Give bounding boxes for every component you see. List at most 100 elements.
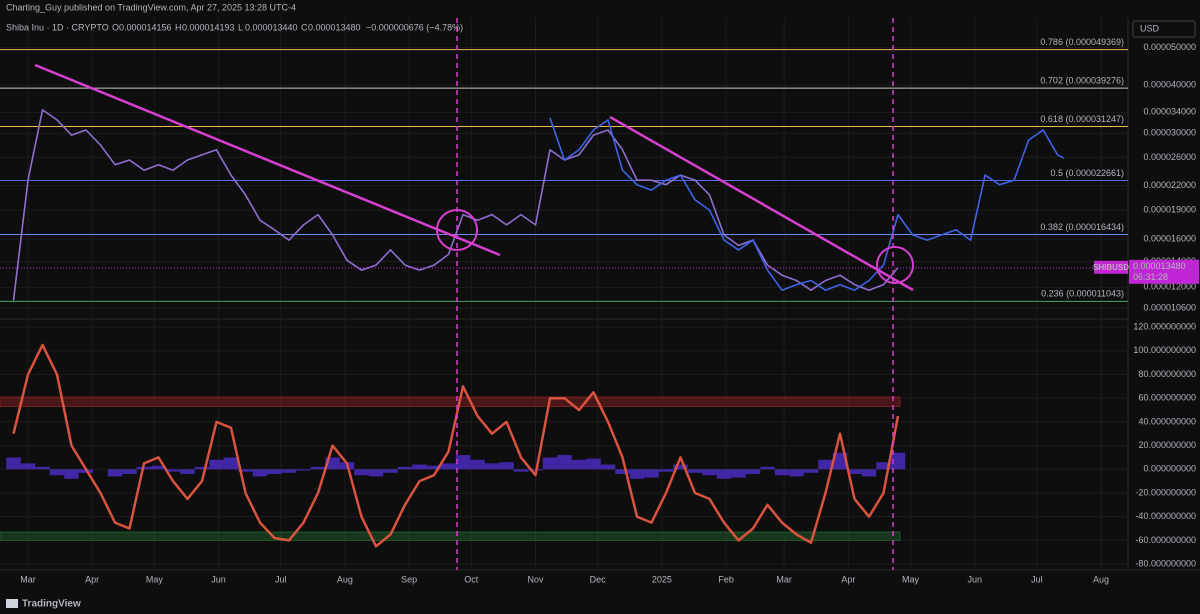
histogram-bar xyxy=(383,469,398,473)
x-tick-label: 2025 xyxy=(652,574,672,584)
histogram-bar xyxy=(876,462,891,470)
x-tick-label: Aug xyxy=(1093,574,1109,584)
grid xyxy=(0,18,1128,570)
histogram-bar xyxy=(658,469,674,472)
symbol-tag-text: SHIBUSD xyxy=(1093,263,1129,272)
histogram-bar xyxy=(542,457,558,470)
ohlc-value: 0.000013440 xyxy=(245,22,298,32)
histogram-bar xyxy=(760,466,775,470)
histogram-bar xyxy=(354,469,369,476)
y-tick-label: 0.000030000 xyxy=(1143,128,1196,138)
histogram-bar xyxy=(629,469,645,479)
histogram-bar xyxy=(861,469,877,477)
y-tick-label: 0.000019000 xyxy=(1143,205,1196,215)
y-tick-label: 0.000026000 xyxy=(1143,152,1196,162)
histogram-bar xyxy=(64,469,79,479)
symbol-tag xyxy=(1094,260,1128,274)
plot xyxy=(0,49,1128,548)
histogram-bar xyxy=(745,469,761,475)
histogram-bar xyxy=(484,463,500,470)
histogram-bar xyxy=(673,464,688,470)
histogram-bar xyxy=(49,469,65,476)
change: −0.000000676 (−4.78%) xyxy=(366,22,463,32)
histogram-bar xyxy=(397,466,413,470)
histogram-bar xyxy=(107,469,123,477)
histogram-bar xyxy=(238,469,253,472)
fib-label: 0.382 (0.000016434) xyxy=(1040,222,1124,232)
y-tick-label: -60.000000000 xyxy=(1135,535,1196,545)
x-tick-label: Feb xyxy=(718,574,734,584)
histogram-bar xyxy=(774,469,790,476)
histogram-bar xyxy=(890,452,906,470)
trendline xyxy=(609,115,914,292)
histogram-bar xyxy=(20,463,36,470)
histogram-bar xyxy=(586,458,601,470)
symbol: Shiba Inu · 1D · CRYPTO xyxy=(6,22,109,32)
histogram-bar xyxy=(281,469,297,473)
ohlc-value: 0.000013480 xyxy=(308,22,361,32)
histogram-bar xyxy=(702,469,717,476)
histogram-bar xyxy=(325,457,340,470)
histogram-bar xyxy=(571,459,587,470)
currency-button[interactable] xyxy=(1132,20,1196,38)
y-tick-label: 20.000000000 xyxy=(1138,440,1196,450)
histogram-bar xyxy=(499,462,514,470)
x-tick-label: Mar xyxy=(20,574,36,584)
y-tick-label: -80.000000000 xyxy=(1135,558,1196,568)
histogram-bar xyxy=(441,463,456,470)
y-tick-label: 0.000040000 xyxy=(1143,79,1196,89)
ohlc-key: C xyxy=(301,22,308,32)
histogram-bar xyxy=(731,469,746,478)
fib-label: 0.702 (0.000039276) xyxy=(1040,75,1124,85)
histogram-bar xyxy=(470,459,485,470)
price-tag-countdown: 06:31:28 xyxy=(1133,272,1168,282)
ohlc-value: 0.000014156 xyxy=(119,22,172,32)
x-tick-label: Jun xyxy=(967,574,982,584)
histogram-bar xyxy=(122,469,137,475)
x-tick-label: Nov xyxy=(528,574,545,584)
x-tick-label: Jun xyxy=(211,574,226,584)
fib-label: 0.236 (0.000011043) xyxy=(1041,289,1124,299)
histogram-bar xyxy=(818,459,833,470)
histogram-bar xyxy=(151,465,166,470)
y-tick-label: 0.000034000 xyxy=(1143,107,1196,117)
histogram-bar xyxy=(426,465,442,470)
trendline xyxy=(34,63,501,257)
y-tick-label: 100.000000000 xyxy=(1133,345,1196,355)
y-tick-label: 0.000000000 xyxy=(1143,464,1196,474)
histogram-bar xyxy=(252,469,268,477)
histogram-bar xyxy=(557,455,572,470)
x-tick-label: Apr xyxy=(85,574,99,584)
histogram-bar xyxy=(6,457,21,470)
publisher: Charting_Guy published on TradingView.co… xyxy=(6,2,296,12)
price-tag xyxy=(1129,259,1199,284)
fib-label: 0.5 (0.000022661) xyxy=(1050,168,1124,178)
histogram-bar xyxy=(615,469,630,475)
histogram-bar xyxy=(716,469,732,479)
histogram-bar xyxy=(600,464,616,470)
histogram-bar xyxy=(267,469,282,475)
histogram-bar xyxy=(165,469,181,472)
histogram-bar xyxy=(223,457,239,470)
currency[interactable]: USD xyxy=(1140,23,1160,33)
fib-label: 0.786 (0.000049369) xyxy=(1040,37,1124,47)
x-tick-label: May xyxy=(902,574,920,584)
y-tick-label: 0.000022000 xyxy=(1143,180,1196,190)
y-tick-label: -20.000000000 xyxy=(1135,487,1196,497)
histogram-bar xyxy=(847,469,862,475)
histogram-bar xyxy=(194,466,210,470)
y-tick-label: 40.000000000 xyxy=(1138,416,1196,426)
y-tick-label: 0.000010600 xyxy=(1143,303,1196,313)
x-tick-label: Sep xyxy=(401,574,417,584)
histogram-bar xyxy=(832,452,848,470)
x-tick-label: May xyxy=(146,574,164,584)
x-tick-label: Jul xyxy=(275,574,287,584)
histogram-bar xyxy=(35,466,50,470)
y-tick-label: 0.000012000 xyxy=(1143,282,1196,292)
series-line xyxy=(12,343,900,548)
y-tick-label: 0.000050000 xyxy=(1143,42,1196,52)
x-tick-label: Apr xyxy=(841,574,855,584)
price-axis-panel xyxy=(1128,18,1200,570)
